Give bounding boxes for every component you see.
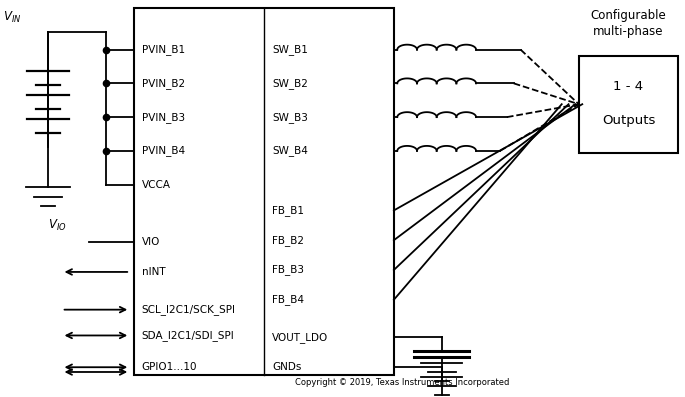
Text: Copyright © 2019, Texas Instruments Incorporated: Copyright © 2019, Texas Instruments Inco…: [295, 378, 509, 387]
Text: Outputs: Outputs: [602, 114, 655, 127]
Text: VCCA: VCCA: [142, 179, 171, 190]
Text: VOUT_LDO: VOUT_LDO: [272, 332, 328, 343]
Text: GNDs: GNDs: [272, 362, 301, 372]
Text: FB_B3: FB_B3: [272, 264, 304, 276]
Text: FB_B2: FB_B2: [272, 235, 304, 246]
Bar: [134, 8, 394, 375]
Text: 1 - 4: 1 - 4: [614, 80, 643, 93]
Text: SW_B1: SW_B1: [272, 44, 308, 55]
Text: PVIN_B4: PVIN_B4: [142, 145, 185, 156]
Text: multi-phase: multi-phase: [593, 25, 664, 38]
Text: GPIO1...10: GPIO1...10: [142, 362, 197, 372]
Bar: [579, 56, 678, 153]
Text: PVIN_B2: PVIN_B2: [142, 78, 185, 89]
Text: FB_B4: FB_B4: [272, 294, 304, 305]
Text: SW_B3: SW_B3: [272, 112, 308, 123]
Text: VIO: VIO: [142, 237, 160, 247]
Text: PVIN_B1: PVIN_B1: [142, 44, 185, 55]
Text: SW_B2: SW_B2: [272, 78, 308, 89]
Text: SDA_I2C1/SDI_SPI: SDA_I2C1/SDI_SPI: [142, 330, 234, 341]
Text: Configurable: Configurable: [590, 10, 667, 22]
Text: SW_B4: SW_B4: [272, 145, 308, 156]
Text: SCL_I2C1/SCK_SPI: SCL_I2C1/SCK_SPI: [142, 304, 236, 315]
Text: $V_{IO}$: $V_{IO}$: [48, 218, 66, 233]
Text: nINT: nINT: [142, 267, 165, 277]
Text: PVIN_B3: PVIN_B3: [142, 112, 185, 123]
Text: $V_{IN}$: $V_{IN}$: [3, 10, 22, 25]
Text: FB_B1: FB_B1: [272, 205, 304, 216]
